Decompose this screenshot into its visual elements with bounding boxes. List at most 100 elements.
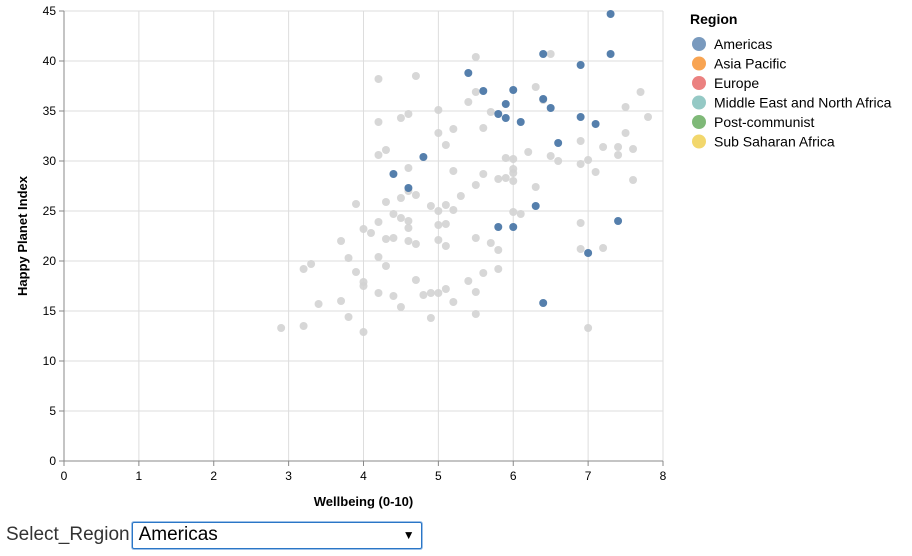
data-point-unselected [464,98,473,106]
data-point-unselected [449,167,458,175]
data-point-unselected [441,285,450,293]
data-point-unselected [374,75,383,83]
x-tick-label: 7 [585,469,592,483]
data-point-unselected [441,201,450,209]
legend-label: Asia Pacific [714,56,786,72]
data-point-unselected [434,207,443,215]
legend-swatch [692,134,706,149]
y-tick-label: 40 [43,54,57,68]
y-axis-title: Happy Planet Index [15,175,30,296]
data-point-unselected [411,276,420,284]
x-tick-label: 3 [285,469,292,483]
y-tick-label: 45 [43,4,57,18]
data-point-unselected [434,236,443,244]
y-tick-label: 15 [43,304,57,318]
data-point-unselected [584,324,593,332]
legend-swatch [692,76,706,90]
data-point-unselected [509,169,518,177]
data-point-unselected [374,151,383,159]
x-tick-label: 4 [360,469,367,483]
x-tick-label: 5 [435,469,442,483]
data-point-unselected [629,145,638,153]
data-point-unselected [479,170,488,178]
data-point-unselected [299,322,308,330]
data-point-unselected [374,253,383,261]
data-point-unselected [464,277,473,285]
legend-label: Europe [714,75,759,91]
data-point-americas [584,249,593,257]
data-point-unselected [471,88,480,96]
data-point-unselected [381,262,390,270]
data-point-americas [389,170,398,178]
y-tick-label: 35 [43,104,57,118]
data-point-americas [464,69,473,77]
data-point-unselected [396,114,405,122]
data-point-unselected [389,292,398,300]
data-point-unselected [449,298,458,306]
data-point-unselected [509,208,518,216]
legend-label: Middle East and North Africa [714,95,892,111]
data-point-unselected [411,240,420,248]
data-point-americas [554,139,563,147]
data-point-unselected [359,328,368,336]
data-point-unselected [396,214,405,222]
scatter-chart: 0 1 2 3 4 5 6 7 8 0 5 10 15 20 25 30 35 40 45 Wellbeing (0-… [15,4,892,509]
data-point-unselected [352,268,361,276]
data-point-unselected [381,235,390,243]
data-point-unselected [449,125,458,133]
data-point-unselected [471,288,480,296]
data-point-unselected [546,152,555,160]
data-point-americas [576,61,585,69]
data-point-unselected [434,289,443,297]
data-point-americas [516,118,525,126]
x-axis-title: Wellbeing (0-10) [314,494,413,509]
data-point-americas [531,202,540,210]
data-point-unselected [591,168,600,176]
data-point-unselected [494,246,503,254]
data-point-unselected [516,210,525,218]
data-point-unselected [509,177,518,185]
data-point-unselected [359,282,368,290]
data-point-unselected [584,156,593,164]
x-tick-label: 0 [61,469,68,483]
data-point-unselected [396,194,405,202]
data-point-americas [501,114,510,122]
x-tick-label: 1 [136,469,143,483]
data-point-americas [494,223,503,231]
legend-title: Region [690,11,737,27]
data-point-unselected [352,200,361,208]
data-point-unselected [396,303,405,311]
data-point-unselected [636,88,645,96]
data-point-unselected [374,118,383,126]
data-point-unselected [501,154,510,162]
data-point-americas [606,50,615,58]
data-point-unselected [494,175,503,183]
data-point-unselected [404,110,413,118]
region-select[interactable]: Americas ▼ [131,521,422,549]
y-tick-label: 25 [43,204,57,218]
data-point-unselected [366,229,375,237]
data-point-unselected [404,224,413,232]
data-point-unselected [337,297,346,305]
data-point-unselected [299,265,308,273]
data-point-unselected [374,289,383,297]
legend-swatch [692,95,706,110]
data-point-unselected [381,146,390,154]
x-tick-label: 6 [510,469,517,483]
region-select-value: Americas [138,524,218,545]
data-point-unselected [479,124,488,132]
x-tick-label: 2 [210,469,217,483]
y-tick-label: 20 [43,254,57,268]
data-point-americas [501,100,510,108]
data-point-unselected [404,217,413,225]
data-point-unselected [456,192,465,200]
y-tick-label: 5 [49,404,56,418]
legend-swatch [692,115,706,129]
data-point-americas [539,95,548,103]
data-point-unselected [426,289,435,297]
data-point-unselected [434,129,443,137]
data-point-unselected [419,291,428,299]
legend-label: Post-communist [714,114,814,130]
data-point-unselected [486,108,495,116]
y-tick-label: 30 [43,154,57,168]
